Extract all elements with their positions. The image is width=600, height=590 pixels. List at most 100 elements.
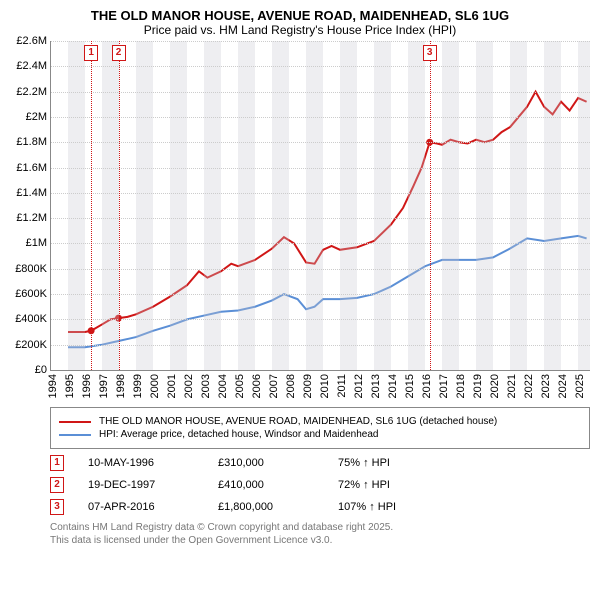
legend-item: HPI: Average price, detached house, Wind… xyxy=(59,429,581,440)
x-axis-label: 2009 xyxy=(302,374,314,398)
x-axis-label: 1995 xyxy=(64,374,76,398)
legend-label: THE OLD MANOR HOUSE, AVENUE ROAD, MAIDEN… xyxy=(99,416,497,427)
x-axis-label: 1996 xyxy=(81,374,93,398)
y-axis-label: £2.2M xyxy=(16,86,47,98)
transaction-marker: 2 xyxy=(50,477,64,493)
plot-area: £0£200K£400K£600K£800K£1M£1.2M£1.4M£1.6M… xyxy=(50,41,590,371)
gridline xyxy=(51,319,590,320)
year-band xyxy=(68,41,85,370)
x-axis-label: 2006 xyxy=(251,374,263,398)
year-band xyxy=(408,41,425,370)
title-line1: THE OLD MANOR HOUSE, AVENUE ROAD, MAIDEN… xyxy=(0,8,600,23)
x-axis-label: 2017 xyxy=(438,374,450,398)
x-axis-label: 2012 xyxy=(353,374,365,398)
year-band xyxy=(510,41,527,370)
marker-line xyxy=(430,41,431,370)
x-axis-label: 2004 xyxy=(217,374,229,398)
y-axis-label: £2M xyxy=(26,111,47,123)
transaction-price: £1,800,000 xyxy=(218,501,338,513)
year-band xyxy=(374,41,391,370)
y-axis-label: £800K xyxy=(15,263,47,275)
x-axis-label: 2001 xyxy=(166,374,178,398)
transaction-hpi: 72% ↑ HPI xyxy=(338,479,390,491)
x-axis-label: 2025 xyxy=(574,374,586,398)
x-axis-label: 2000 xyxy=(149,374,161,398)
chart-title: THE OLD MANOR HOUSE, AVENUE ROAD, MAIDEN… xyxy=(0,0,600,41)
x-axis-label: 2024 xyxy=(557,374,569,398)
transaction-marker: 3 xyxy=(50,499,64,515)
y-axis-label: £2.6M xyxy=(16,35,47,47)
y-axis-label: £2.4M xyxy=(16,60,47,72)
year-band xyxy=(170,41,187,370)
gridline xyxy=(51,345,590,346)
transaction-marker: 1 xyxy=(50,455,64,471)
legend-swatch xyxy=(59,434,91,436)
y-axis-label: £400K xyxy=(15,313,47,325)
marker-box: 1 xyxy=(84,45,98,61)
gridline xyxy=(51,142,590,143)
transaction-hpi: 107% ↑ HPI xyxy=(338,501,396,513)
x-axis-label: 2022 xyxy=(523,374,535,398)
transaction-price: £310,000 xyxy=(218,457,338,469)
x-axis-label: 2014 xyxy=(387,374,399,398)
gridline xyxy=(51,193,590,194)
x-axis-label: 2010 xyxy=(319,374,331,398)
y-axis-label: £1.4M xyxy=(16,187,47,199)
year-band xyxy=(102,41,119,370)
transactions-table: 1 10-MAY-1996£310,00075% ↑ HPI 219-DEC-199… xyxy=(50,455,590,515)
y-axis-label: £1.2M xyxy=(16,212,47,224)
x-axis-label: 2003 xyxy=(200,374,212,398)
transaction-row: 219-DEC-1997£410,00072% ↑ HPI xyxy=(50,477,590,493)
y-axis-label: £1.8M xyxy=(16,136,47,148)
gridline xyxy=(51,218,590,219)
y-axis-label: £600K xyxy=(15,288,47,300)
gridline xyxy=(51,243,590,244)
year-band xyxy=(340,41,357,370)
legend: THE OLD MANOR HOUSE, AVENUE ROAD, MAIDEN… xyxy=(50,407,590,449)
legend-swatch xyxy=(59,421,91,423)
marker-line xyxy=(119,41,120,370)
year-band xyxy=(272,41,289,370)
year-band xyxy=(136,41,153,370)
year-band xyxy=(476,41,493,370)
gridline xyxy=(51,41,590,42)
y-axis-label: £200K xyxy=(15,339,47,351)
chart: £0£200K£400K£600K£800K£1M£1.2M£1.4M£1.6M… xyxy=(50,41,590,401)
transaction-date: 07-APR-2016 xyxy=(88,501,218,513)
legend-label: HPI: Average price, detached house, Wind… xyxy=(99,429,378,440)
year-band xyxy=(238,41,255,370)
footer-line2: This data is licensed under the Open Gov… xyxy=(50,534,590,547)
gridline xyxy=(51,66,590,67)
x-axis-label: 2020 xyxy=(489,374,501,398)
footer-line1: Contains HM Land Registry data © Crown c… xyxy=(50,521,590,534)
x-axis-label: 2013 xyxy=(370,374,382,398)
x-axis-label: 1994 xyxy=(47,374,59,398)
transaction-row: 3 07-APR-2016£1,800,000107% ↑ HPI xyxy=(50,499,590,515)
transaction-hpi: 75% ↑ HPI xyxy=(338,457,390,469)
x-axis-label: 2011 xyxy=(336,374,348,398)
x-axis-label: 2018 xyxy=(455,374,467,398)
year-band xyxy=(578,41,590,370)
x-axis-label: 2002 xyxy=(183,374,195,398)
transaction-date: 10-MAY-1996 xyxy=(88,457,218,469)
marker-line xyxy=(91,41,92,370)
gridline xyxy=(51,294,590,295)
y-axis-label: £1M xyxy=(26,237,47,249)
marker-box: 3 xyxy=(423,45,437,61)
year-band xyxy=(204,41,221,370)
gridline xyxy=(51,168,590,169)
y-axis-label: £1.6M xyxy=(16,162,47,174)
title-line2: Price paid vs. HM Land Registry's House … xyxy=(0,23,600,37)
gridline xyxy=(51,117,590,118)
attribution-footer: Contains HM Land Registry data © Crown c… xyxy=(50,521,590,547)
transaction-price: £410,000 xyxy=(218,479,338,491)
gridline xyxy=(51,92,590,93)
x-axis-label: 2021 xyxy=(506,374,518,398)
gridline xyxy=(51,269,590,270)
year-band xyxy=(544,41,561,370)
x-axis-label: 1997 xyxy=(98,374,110,398)
x-axis-label: 2005 xyxy=(234,374,246,398)
x-axis-label: 2019 xyxy=(472,374,484,398)
year-band xyxy=(442,41,459,370)
transaction-row: 1 10-MAY-1996£310,00075% ↑ HPI xyxy=(50,455,590,471)
